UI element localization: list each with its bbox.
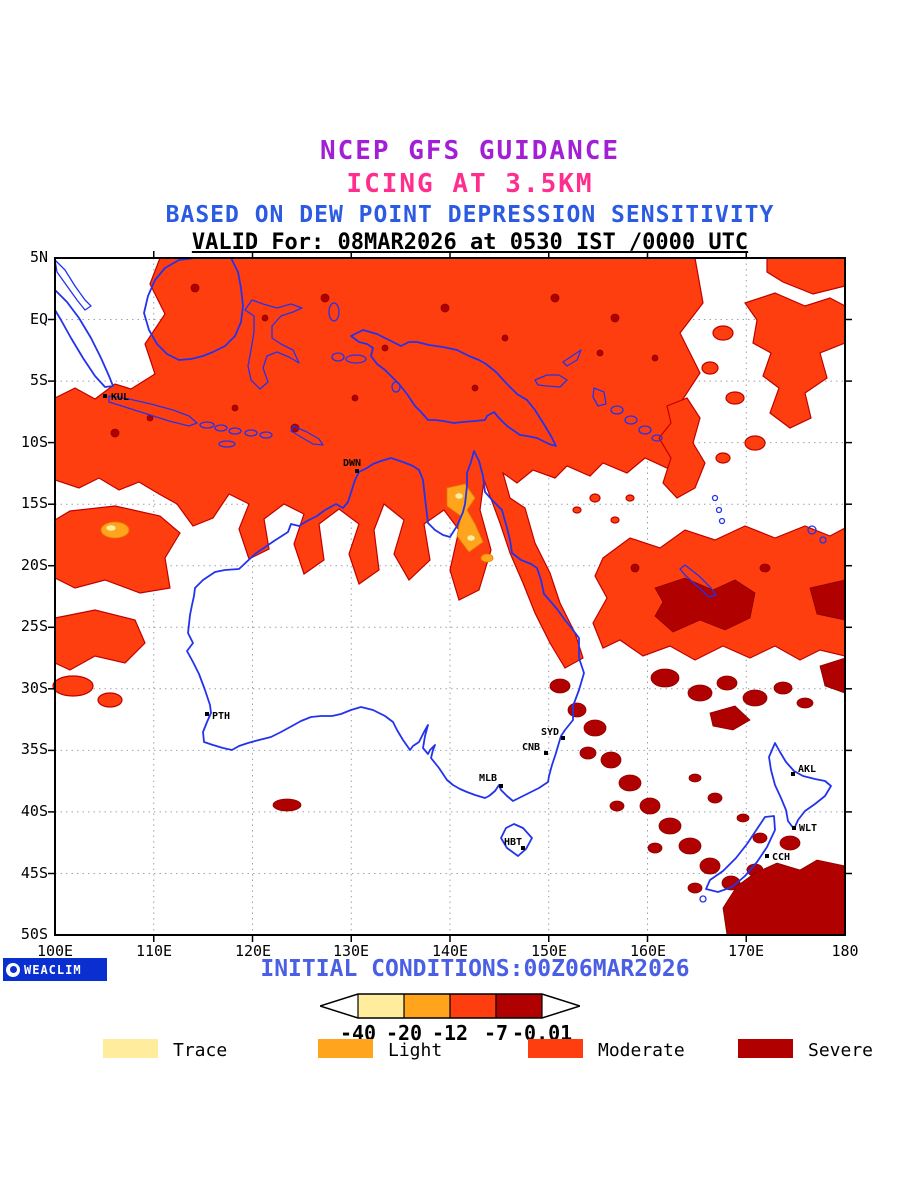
city-marker-cnb xyxy=(544,751,548,755)
city-label-mlb: MLB xyxy=(479,773,497,784)
lat-axis-label: 40S xyxy=(20,802,48,820)
map-frame xyxy=(54,257,846,936)
scalebar-cell-severe xyxy=(496,994,542,1018)
initial-conditions-text: INITIAL CONDITIONS:00Z06MAR2026 xyxy=(260,956,690,982)
lat-axis-label: 5S xyxy=(29,371,48,389)
lon-axis-label: 170E xyxy=(727,942,765,960)
coastline-java xyxy=(108,395,198,427)
lon-axis-label: 160E xyxy=(629,942,667,960)
coastline-new-britain xyxy=(534,374,568,388)
map-frame-ticks xyxy=(48,251,852,942)
coastline-sulawesi xyxy=(244,299,303,390)
legend-label-light: Light xyxy=(388,1040,443,1061)
lon-axis-label: 140E xyxy=(431,942,469,960)
lat-axis-label: 45S xyxy=(20,864,48,882)
legend-swatch-light xyxy=(318,1039,373,1058)
city-marker-syd xyxy=(561,736,565,740)
city-label-kul: KUL xyxy=(111,392,129,403)
city-marker-kul xyxy=(103,394,107,398)
lat-axis-label: 50S xyxy=(20,925,48,943)
title-valid-time: VALID For: 08MAR2026 at 0530 IST /0000 U… xyxy=(191,230,749,255)
scale-value: -20 xyxy=(385,1021,423,1045)
legend-swatch-trace xyxy=(103,1039,158,1058)
lon-axis-label: 180 xyxy=(831,942,859,960)
legend-label-severe: Severe xyxy=(808,1040,874,1061)
coastline-australia xyxy=(186,450,585,802)
city-marker-cch xyxy=(765,854,769,858)
lat-axis-label: 5N xyxy=(29,248,48,266)
coastline-timor xyxy=(290,425,324,446)
lat-axis-label: 10S xyxy=(20,433,48,451)
city-label-dwn: DWN xyxy=(343,458,361,469)
coastline-new-caledonia xyxy=(679,564,717,598)
city-label-wlt: WLT xyxy=(799,823,817,834)
coastline-malay-peninsula xyxy=(54,259,92,311)
lat-axis-label: 25S xyxy=(20,617,48,635)
lon-axis-label: 150E xyxy=(530,942,568,960)
city-marker-pth xyxy=(205,712,209,716)
city-marker-wlt xyxy=(792,826,796,830)
weaclim-logo-icon xyxy=(6,962,20,977)
city-label-cnb: CNB xyxy=(522,742,540,753)
coastline-borneo xyxy=(143,257,244,361)
legend-label-moderate: Moderate xyxy=(598,1040,685,1061)
coastline-tasmania xyxy=(500,823,533,857)
city-marker-dwn xyxy=(355,469,359,473)
city-labels: KUL DWN PTH MLB SYD CNB HBT AKL WLT CCH xyxy=(103,392,817,863)
city-marker-mlb xyxy=(499,784,503,788)
legend-swatch-moderate xyxy=(528,1039,583,1058)
color-scalebar xyxy=(320,993,580,1019)
title-product: ICING AT 3.5KM xyxy=(346,169,594,199)
coastline-nz-south-island xyxy=(705,815,776,893)
city-label-akl: AKL xyxy=(798,764,816,775)
moderate-icing-regions xyxy=(52,257,846,708)
city-label-syd: SYD xyxy=(541,727,559,738)
legend-swatch-severe xyxy=(738,1039,793,1058)
city-label-hbt: HBT xyxy=(504,837,522,848)
lon-axis-label: 120E xyxy=(234,942,272,960)
city-marker-akl xyxy=(791,772,795,776)
lat-axis-label: 15S xyxy=(20,494,48,512)
city-label-cch: CCH xyxy=(772,852,790,863)
city-marker-hbt xyxy=(521,846,525,850)
scalebar-cell-trace xyxy=(358,994,404,1018)
weaclim-logo: WEACLIM xyxy=(3,958,107,981)
lon-axis-label: 110E xyxy=(135,942,173,960)
lat-axis-label: 30S xyxy=(20,679,48,697)
scale-value: -7 xyxy=(483,1021,509,1045)
lat-axis-label: 35S xyxy=(20,740,48,758)
trace-icing-regions xyxy=(105,492,476,542)
city-label-pth: PTH xyxy=(212,711,230,722)
lon-axis-label: 130E xyxy=(332,942,370,960)
coastlines xyxy=(54,257,832,903)
lat-axis-label: 20S xyxy=(20,556,48,574)
title-model: NCEP GFS GUIDANCE xyxy=(319,136,621,166)
coastline-nz-north-island xyxy=(768,742,832,830)
coastline-sumatra xyxy=(54,289,114,388)
scalebar-cell-light xyxy=(404,994,450,1018)
title-method: BASED ON DEW POINT DEPRESSION SENSITIVIT… xyxy=(165,202,775,228)
lon-axis-label: 100E xyxy=(36,942,74,960)
icing-map: KUL DWN PTH MLB SYD CNB HBT AKL WLT CCH xyxy=(48,251,852,942)
weaclim-logo-text: WEACLIM xyxy=(24,962,82,977)
legend-label-trace: Trace xyxy=(173,1040,228,1061)
scale-value: -12 xyxy=(431,1021,469,1045)
scalebar-cell-moderate xyxy=(450,994,496,1018)
lat-axis-label: EQ xyxy=(29,310,48,328)
